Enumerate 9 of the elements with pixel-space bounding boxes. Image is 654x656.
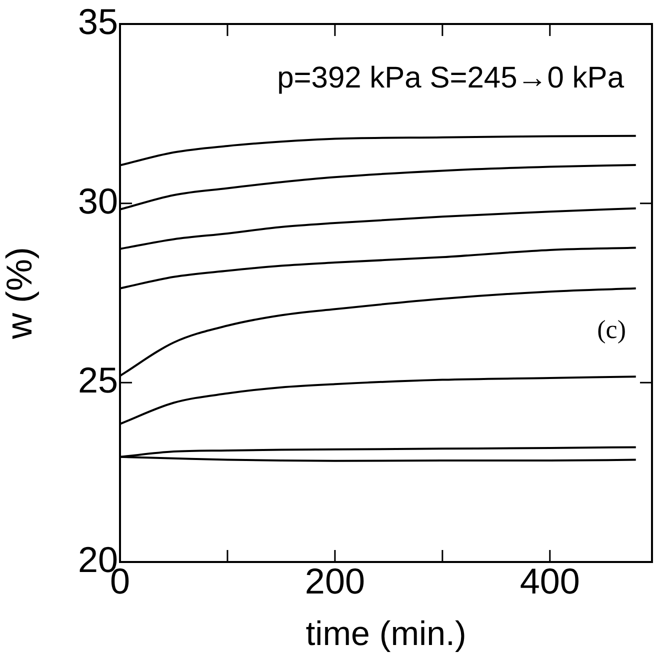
- annotation: (c): [597, 314, 626, 344]
- x-tick-label: 400: [520, 560, 580, 602]
- x-axis-title: time (min.): [306, 614, 466, 653]
- y-tick-label: 25: [78, 360, 118, 401]
- x-tick-label: 200: [304, 560, 365, 602]
- y-axis-title: w (%): [0, 247, 40, 340]
- y-tick-label: 35: [78, 0, 118, 42]
- annotation: p=392 kPa S=245→0 kPa: [277, 61, 624, 94]
- y-tick-label: 30: [78, 180, 118, 222]
